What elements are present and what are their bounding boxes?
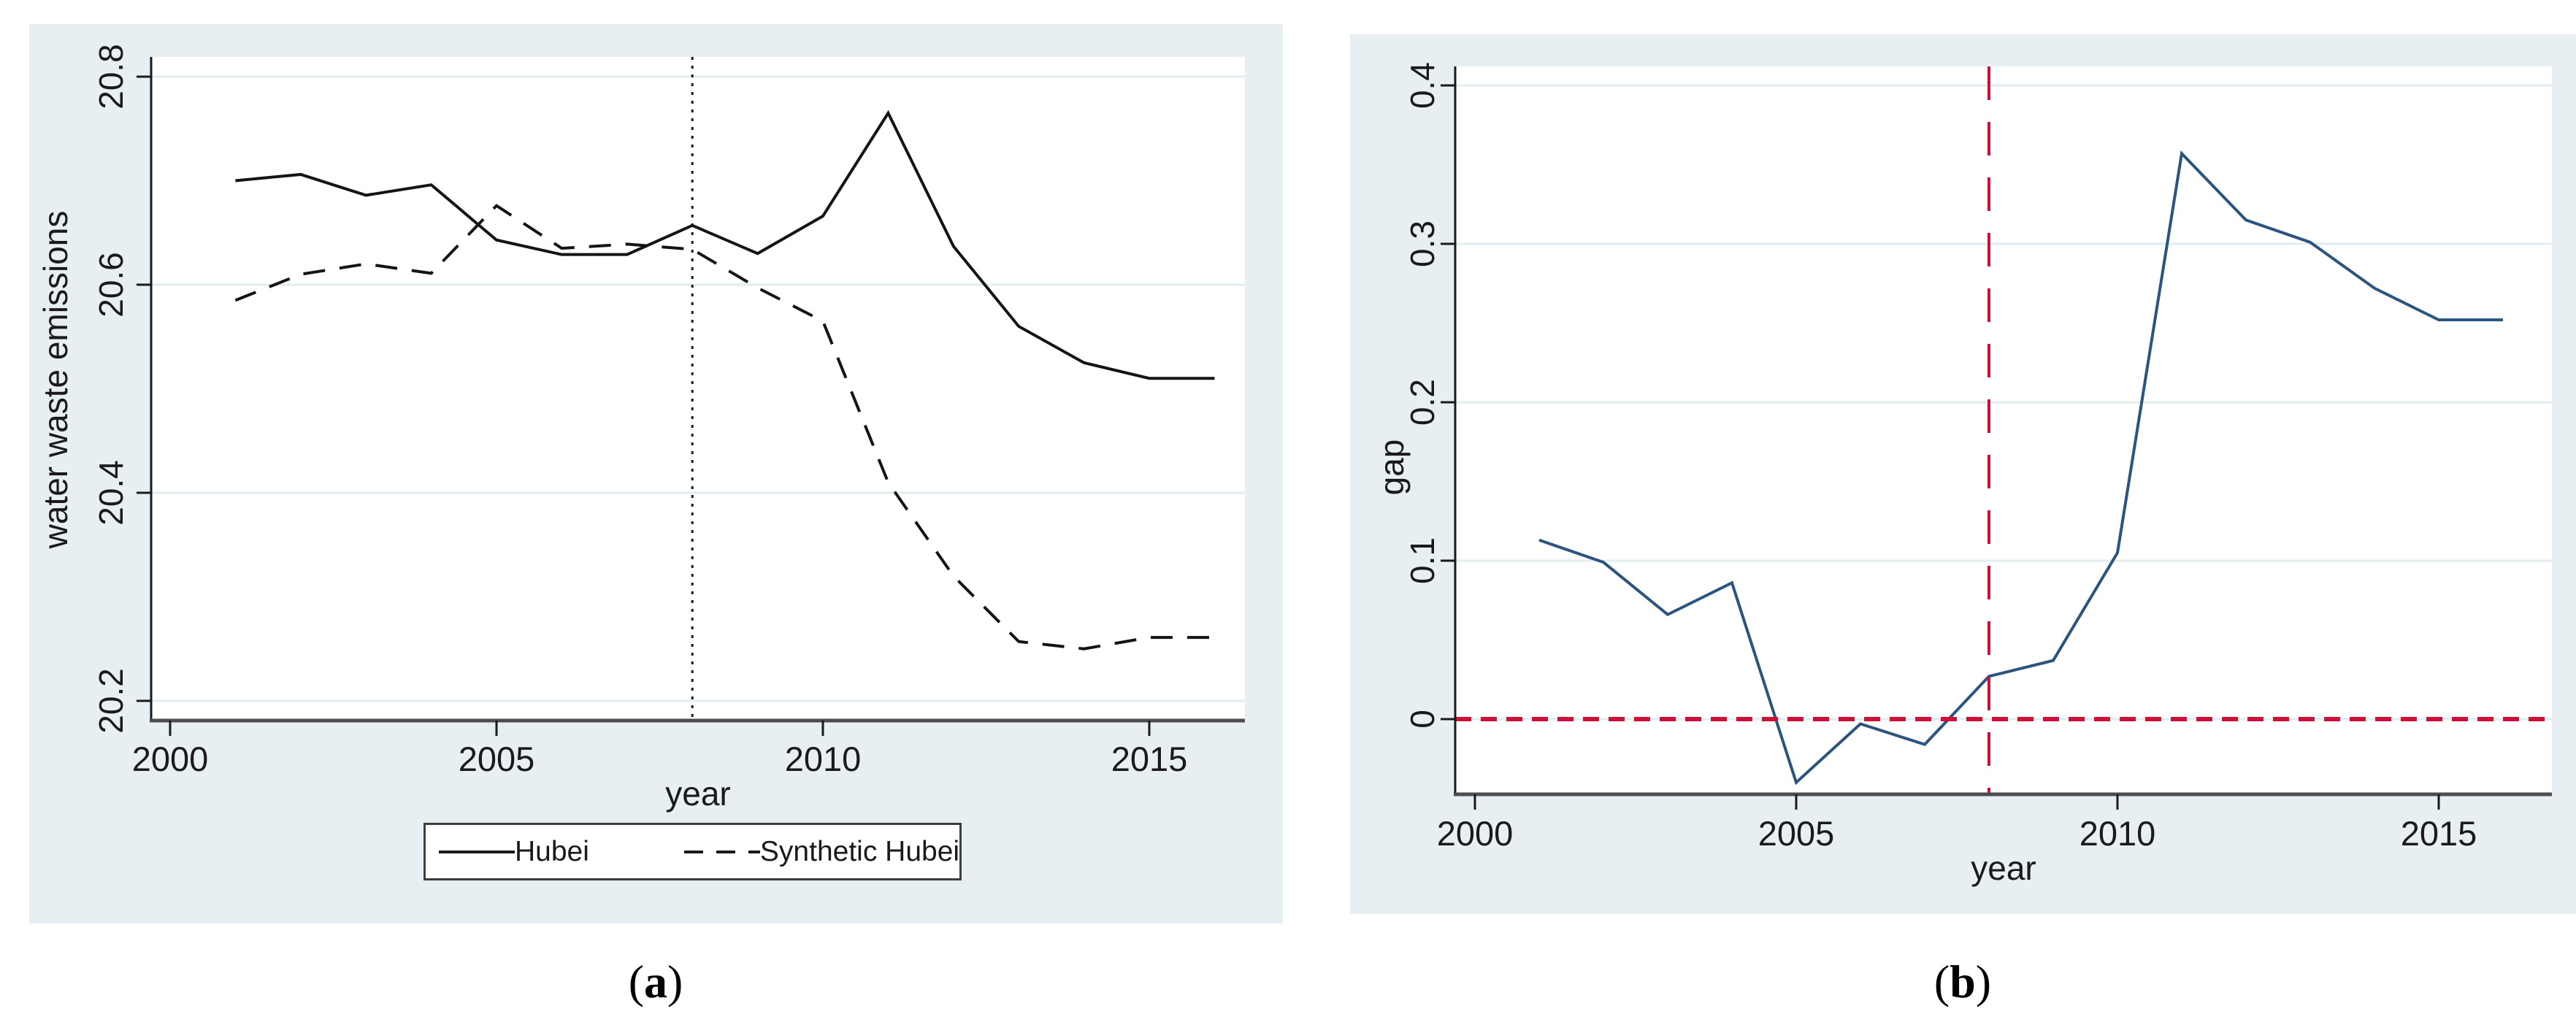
plot-area-b: [1455, 66, 2552, 794]
series-gap: [1538, 150, 2503, 786]
legend-item-synthetic-hubei: Synthetic Hubei: [683, 835, 960, 868]
y-tick-label-a: 20.4: [92, 460, 130, 526]
series-hubei: [235, 110, 1215, 380]
x-tick-label-b: 2010: [2079, 814, 2156, 853]
legend-item-hubei: Hubei: [439, 836, 589, 868]
x-tick-label-b: 2015: [2400, 814, 2477, 853]
x-axis-title-b: year: [1971, 849, 2036, 887]
x-axis-title-a: year: [665, 775, 731, 813]
legend-dashed-line-sample: [683, 850, 760, 853]
y-tick-label-a: 20.8: [92, 44, 130, 110]
y-tick-label-b: 0.2: [1403, 379, 1441, 426]
y-tick-label-a: 20.2: [92, 668, 130, 734]
y-axis-title-a: water waste emissions: [37, 210, 74, 549]
y-tick-label-b: 0.4: [1403, 62, 1441, 109]
plot-area-a: [151, 57, 1245, 721]
caption-a: (a): [628, 956, 683, 1007]
legend-solid-line-sample: [439, 850, 515, 853]
x-tick-label-a: 2010: [784, 740, 862, 778]
y-tick-label-b: 0.3: [1403, 220, 1441, 267]
y-tick-label-b: 0: [1403, 710, 1441, 729]
x-tick-label-a: 2005: [458, 740, 535, 778]
x-tick-label-a: 2015: [1111, 740, 1188, 778]
legend-label-synthetic-hubei: Synthetic Hubei: [759, 835, 960, 867]
series-synthetic-hubei: [234, 204, 1215, 650]
x-tick-label-a: 2000: [131, 740, 209, 778]
legend-box: Hubei Synthetic Hubei: [423, 823, 962, 880]
y-tick-label-b: 0.1: [1403, 537, 1441, 584]
legend-label-hubei: Hubei: [515, 835, 589, 867]
y-tick-label-a: 20.6: [92, 252, 130, 318]
caption-b: (b): [1933, 956, 1992, 1007]
x-tick-label-b: 2005: [1757, 814, 1835, 853]
x-tick-label-b: 2000: [1436, 814, 1514, 853]
